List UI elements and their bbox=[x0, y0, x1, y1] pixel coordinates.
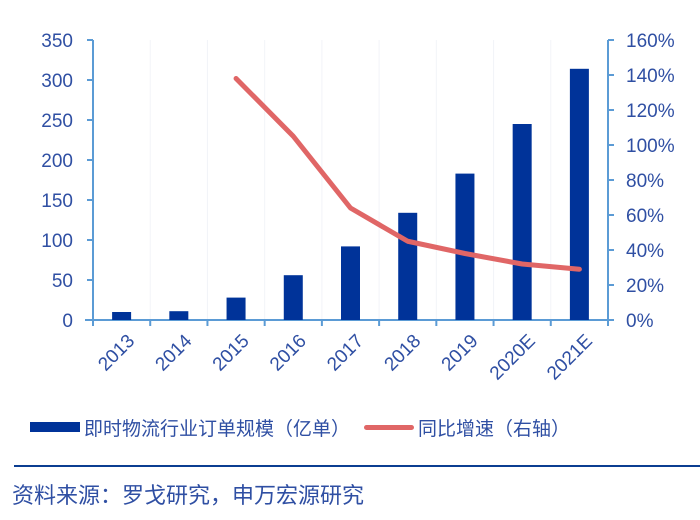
right-axis-tick-label: 0% bbox=[626, 311, 654, 332]
bar-swatch-icon bbox=[30, 422, 80, 432]
left-axis-tick-label: 350 bbox=[41, 31, 73, 52]
legend-item-growth: 同比增速（右轴） bbox=[364, 414, 570, 441]
right-axis-tick-label: 100% bbox=[626, 136, 675, 157]
left-axis-tick-label: 300 bbox=[41, 71, 73, 92]
bar bbox=[226, 297, 246, 320]
bar bbox=[112, 312, 132, 320]
right-axis-tick-label: 80% bbox=[626, 171, 664, 192]
left-axis-tick-label: 50 bbox=[52, 271, 73, 292]
x-axis-tick-label: 2017 bbox=[323, 331, 368, 376]
left-axis-tick-label: 100 bbox=[41, 231, 73, 252]
legend-label-orders: 即时物流行业订单规模（亿单） bbox=[84, 418, 351, 440]
x-axis-tick-label: 2018 bbox=[381, 331, 426, 376]
bar bbox=[512, 124, 532, 320]
right-axis-tick-label: 40% bbox=[626, 241, 664, 262]
x-axis-tick-label: 2020E bbox=[486, 331, 540, 385]
divider bbox=[14, 465, 700, 467]
bar bbox=[455, 173, 475, 320]
bar bbox=[398, 212, 418, 320]
legend-item-orders: 即时物流行业订单规模（亿单） bbox=[30, 414, 350, 441]
right-axis-tick-label: 140% bbox=[626, 66, 675, 87]
x-axis-tick-label: 2021E bbox=[543, 331, 597, 385]
left-axis-tick-label: 150 bbox=[41, 191, 73, 212]
legend: 即时物流行业订单规模（亿单） 同比增速（右轴） bbox=[30, 412, 584, 442]
line-swatch-icon bbox=[364, 424, 415, 430]
x-axis-tick-label: 2015 bbox=[209, 331, 254, 376]
x-axis-tick-label: 2016 bbox=[266, 331, 311, 376]
growth-line bbox=[233, 76, 582, 272]
bar bbox=[341, 246, 360, 320]
x-axis-tick-label: 2019 bbox=[438, 331, 483, 376]
x-axis-tick-label: 2013 bbox=[94, 331, 139, 376]
bar bbox=[569, 68, 589, 320]
right-axis-tick-label: 60% bbox=[626, 206, 664, 227]
right-axis-tick-label: 120% bbox=[626, 101, 675, 122]
bar bbox=[283, 275, 303, 320]
legend-label-growth: 同比增速（右轴） bbox=[418, 418, 571, 440]
x-axis-tick-label: 2014 bbox=[152, 330, 197, 375]
combo-chart: 0 50 100 150 200 250 300 350 0% 20% 40% 60% 80% 100% 1… bbox=[41, 31, 675, 385]
left-axis-tick-label: 250 bbox=[41, 111, 73, 132]
left-axis-tick-label: 200 bbox=[41, 151, 73, 172]
left-axis-tick-label: 0 bbox=[62, 311, 73, 332]
bar bbox=[169, 311, 189, 320]
right-axis-tick-label: 20% bbox=[626, 276, 664, 297]
right-axis-tick-label: 160% bbox=[626, 31, 675, 52]
source-note: 资料来源：罗戈研究，申万宏源研究 bbox=[12, 483, 365, 508]
